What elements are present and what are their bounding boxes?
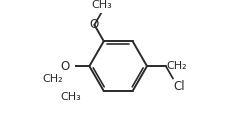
Text: O: O bbox=[89, 18, 99, 31]
Text: CH₂: CH₂ bbox=[166, 61, 186, 71]
Text: Cl: Cl bbox=[173, 80, 184, 93]
Text: CH₂: CH₂ bbox=[42, 74, 62, 84]
Text: CH₃: CH₃ bbox=[91, 0, 112, 10]
Text: CH₃: CH₃ bbox=[60, 92, 81, 102]
Text: O: O bbox=[60, 60, 70, 73]
